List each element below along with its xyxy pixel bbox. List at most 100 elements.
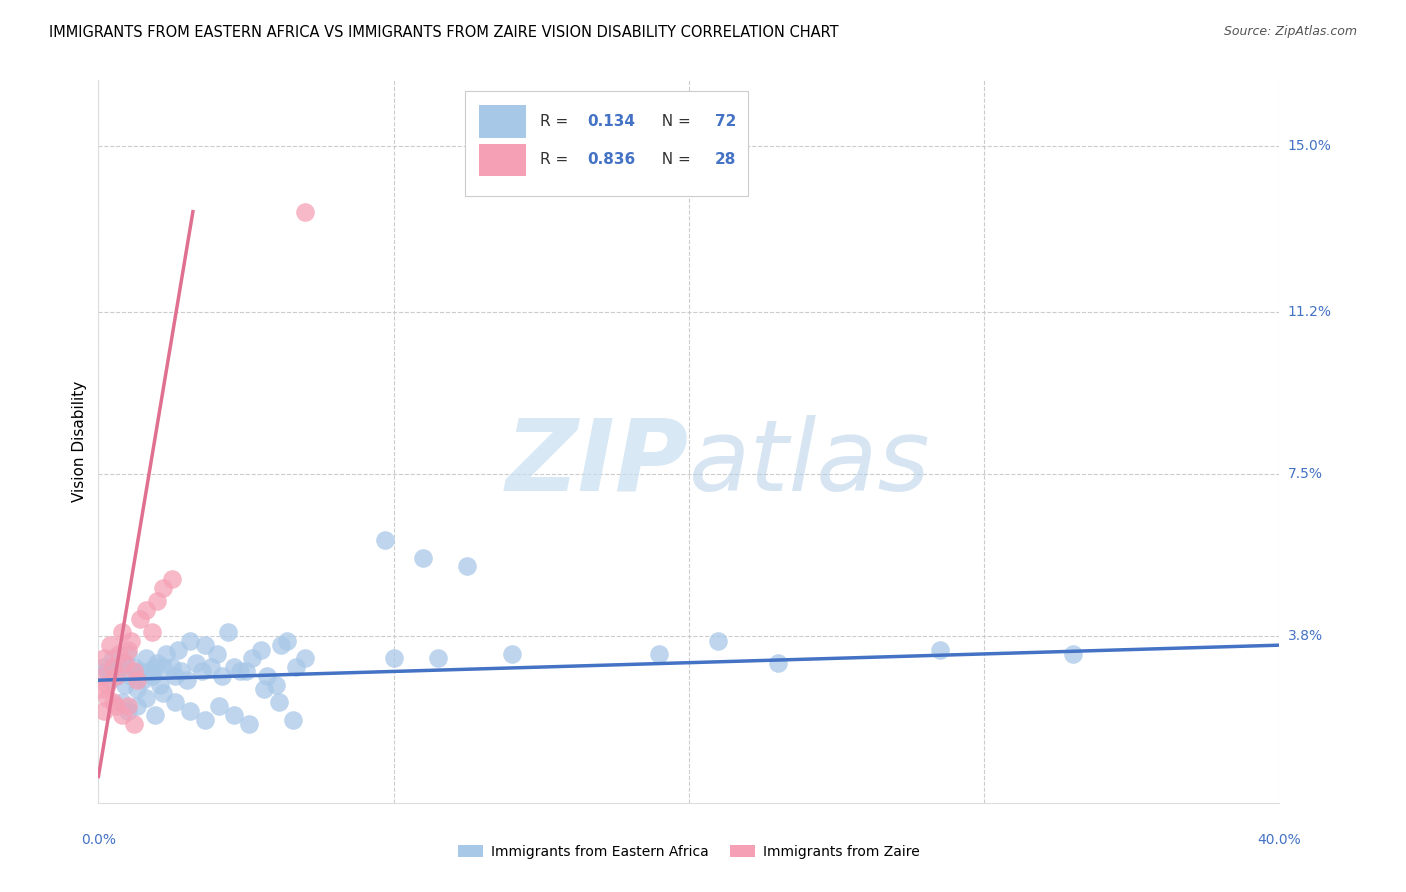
Point <box>135 651 157 665</box>
Point <box>111 656 134 670</box>
Point <box>103 660 125 674</box>
Point <box>105 669 128 683</box>
Point <box>648 647 671 661</box>
Point <box>165 695 187 709</box>
Point <box>98 638 121 652</box>
Point <box>179 704 201 718</box>
Point <box>105 669 128 683</box>
Point <box>146 656 169 670</box>
Point <box>152 581 174 595</box>
Point <box>138 665 160 679</box>
Point <box>929 642 952 657</box>
Text: 28: 28 <box>714 153 737 168</box>
Point <box>108 647 131 661</box>
Point <box>250 642 273 657</box>
Point <box>238 717 260 731</box>
Point <box>125 673 148 688</box>
Point <box>149 677 172 691</box>
Point <box>294 651 316 665</box>
Point <box>120 669 142 683</box>
Point <box>412 550 434 565</box>
Point <box>155 647 177 661</box>
Point <box>143 660 166 674</box>
Point <box>122 660 145 674</box>
Point <box>191 665 214 679</box>
Point <box>179 633 201 648</box>
Point <box>117 647 139 661</box>
Text: 0.134: 0.134 <box>588 114 636 129</box>
Point <box>135 690 157 705</box>
FancyBboxPatch shape <box>478 105 526 137</box>
FancyBboxPatch shape <box>464 91 748 196</box>
Point <box>766 656 789 670</box>
Point <box>382 651 405 665</box>
Point <box>141 625 163 640</box>
Point <box>501 647 523 661</box>
Point <box>125 681 148 696</box>
Y-axis label: Vision Disability: Vision Disability <box>72 381 87 502</box>
Point <box>128 612 150 626</box>
Text: 3.8%: 3.8% <box>1288 630 1323 643</box>
Point <box>205 647 228 661</box>
Point <box>103 695 125 709</box>
Point <box>162 660 183 674</box>
Point <box>208 699 231 714</box>
Point <box>285 660 308 674</box>
Point <box>114 656 136 670</box>
Text: R =: R = <box>540 114 574 129</box>
Point <box>170 665 193 679</box>
Point <box>707 633 730 648</box>
Point <box>90 669 112 683</box>
Point <box>117 699 139 714</box>
Point <box>120 633 142 648</box>
Point <box>374 533 396 547</box>
Point <box>457 559 479 574</box>
Legend: Immigrants from Eastern Africa, Immigrants from Zaire: Immigrants from Eastern Africa, Immigran… <box>453 839 925 864</box>
Point <box>96 690 118 705</box>
Point <box>90 681 112 696</box>
Text: 7.5%: 7.5% <box>1288 467 1323 482</box>
Point <box>96 677 118 691</box>
Point <box>93 660 115 674</box>
Point <box>122 717 145 731</box>
Point <box>114 677 136 691</box>
Point <box>194 638 217 652</box>
Point <box>217 625 239 640</box>
Text: IMMIGRANTS FROM EASTERN AFRICA VS IMMIGRANTS FROM ZAIRE VISION DISABILITY CORREL: IMMIGRANTS FROM EASTERN AFRICA VS IMMIGR… <box>49 25 839 40</box>
Point <box>125 699 148 714</box>
Point <box>276 633 298 648</box>
Point <box>184 656 207 670</box>
Point <box>224 708 246 723</box>
Point <box>108 660 131 674</box>
Point <box>176 673 198 688</box>
Point <box>235 665 257 679</box>
Point <box>105 699 128 714</box>
Point <box>256 669 278 683</box>
Point <box>194 713 217 727</box>
Text: N =: N = <box>652 114 696 129</box>
Point <box>117 704 139 718</box>
Point <box>143 708 166 723</box>
Point <box>141 669 163 683</box>
Point <box>240 651 263 665</box>
Point <box>211 669 233 683</box>
Point <box>93 651 115 665</box>
Point <box>152 660 174 674</box>
Point <box>200 660 222 674</box>
Point <box>264 677 287 691</box>
Text: 15.0%: 15.0% <box>1288 139 1331 153</box>
Text: 0.836: 0.836 <box>588 153 636 168</box>
Text: R =: R = <box>540 153 574 168</box>
Text: Source: ZipAtlas.com: Source: ZipAtlas.com <box>1223 25 1357 38</box>
FancyBboxPatch shape <box>478 144 526 176</box>
Point <box>96 665 118 679</box>
Point <box>135 603 157 617</box>
Point <box>128 665 150 679</box>
Point <box>111 625 134 640</box>
Point <box>267 695 290 709</box>
Point <box>427 651 450 665</box>
Point <box>167 642 190 657</box>
Text: 40.0%: 40.0% <box>1257 833 1302 847</box>
Point <box>111 708 134 723</box>
Point <box>253 681 276 696</box>
